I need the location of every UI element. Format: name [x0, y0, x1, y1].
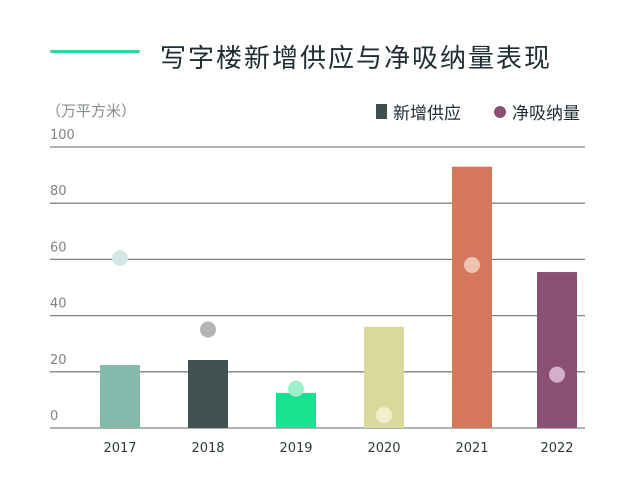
dot-2021 — [464, 257, 480, 274]
x-tick-label: 2019 — [279, 441, 312, 456]
chart-title: 写字楼新增供应与净吸纳量表现 — [160, 44, 553, 74]
y-tick-label: 100 — [50, 128, 75, 143]
bar-2022 — [537, 272, 577, 428]
dot-2018 — [200, 321, 216, 338]
legend-square-icon — [376, 104, 387, 119]
legend-label-absorption: 净吸纳量 — [512, 104, 580, 124]
bar-2018 — [188, 359, 228, 428]
dot-2019 — [288, 380, 304, 397]
legend-item-supply: 新增供应 — [376, 99, 461, 124]
legend-label-supply: 新增供应 — [393, 104, 461, 124]
y-tick-label: 60 — [50, 240, 67, 255]
x-tick-label: 2022 — [540, 441, 573, 456]
y-tick-label: 0 — [50, 409, 58, 424]
bar-2021 — [452, 166, 492, 429]
title-accent-line — [50, 50, 140, 53]
x-tick-label: 2020 — [367, 441, 400, 456]
dot-2020 — [376, 407, 392, 424]
x-tick-label: 2021 — [455, 441, 488, 456]
y-tick-label: 80 — [50, 184, 67, 199]
dot-2022 — [549, 366, 565, 383]
legend-dot-icon — [494, 105, 506, 118]
dot-2017 — [112, 249, 128, 266]
y-axis-unit-label: （万平方米） — [46, 102, 137, 120]
x-tick-label: 2017 — [103, 441, 136, 456]
bar-2017 — [100, 365, 140, 428]
bar-2019 — [276, 392, 316, 428]
y-tick-label: 20 — [50, 353, 67, 368]
legend-item-absorption: 净吸纳量 — [494, 99, 580, 124]
y-tick-label: 40 — [50, 297, 67, 312]
x-tick-label: 2018 — [191, 441, 224, 456]
